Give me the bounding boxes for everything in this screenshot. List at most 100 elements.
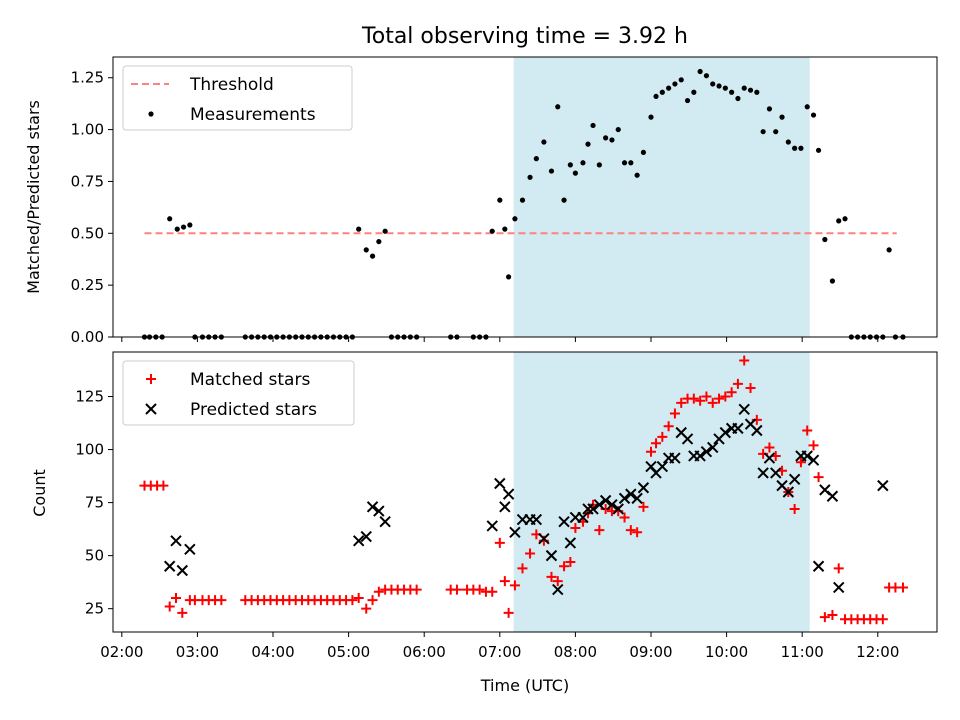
bottom-plus-point-71	[638, 501, 649, 512]
top-dot-point-65	[609, 137, 615, 143]
top-dot-point-55	[548, 168, 555, 174]
bottom-x-point-12	[502, 488, 515, 500]
bottom-y-axis-label: Count	[30, 469, 49, 517]
bottom-plus-point-31	[353, 593, 364, 604]
top-dot-point-101	[836, 218, 842, 224]
top-dot-point-64	[603, 135, 609, 141]
x-tick-label-7: 09:00	[629, 643, 672, 661]
top-dot-point-74	[666, 85, 672, 91]
bottom-plus-point-70	[632, 527, 643, 538]
top-dot-point-52	[527, 174, 533, 180]
bottom-x-point-51	[751, 424, 763, 437]
bottom-legend-box	[122, 360, 355, 426]
top-dot-point-82	[716, 83, 722, 89]
top-y-tick-label-0: 0.00	[71, 328, 104, 346]
bottom-y-tick-label-4: 125	[75, 388, 104, 406]
top-dot-point-89	[760, 129, 766, 135]
bottom-plus-point-95	[789, 503, 800, 514]
top-dot-point-109	[886, 247, 892, 253]
top-dot-point-4	[167, 216, 173, 222]
bottom-x-point-32	[631, 492, 643, 505]
bottom-plus-point-52	[517, 563, 528, 574]
top-dot-point-47	[497, 197, 503, 203]
bottom-plus-point-85	[726, 387, 737, 398]
bottom-plus-point-68	[619, 512, 630, 523]
bottom-plus-point-96	[795, 457, 806, 468]
bottom-plus-point-88	[745, 383, 756, 394]
top-dot-point-54	[541, 139, 547, 145]
top-legend-box	[122, 65, 353, 131]
bottom-x-point-20	[558, 515, 570, 528]
bottom-x-point-38	[669, 452, 681, 464]
top-dot-point-99	[822, 236, 828, 243]
bottom-plus-point-50	[503, 607, 514, 618]
bottom-plus-point-49	[499, 576, 510, 587]
bottom-plus-point-86	[732, 378, 743, 389]
bottom-x-point-56	[782, 486, 795, 498]
top-dot-point-75	[672, 81, 678, 87]
bottom-x-point-64	[833, 581, 845, 594]
top-dot-point-69	[634, 172, 640, 178]
x-axis-label: Time (UTC)	[480, 676, 569, 695]
bottom-plus-point-40	[411, 584, 422, 595]
bottom-x-point-9	[486, 520, 498, 532]
top-dot-point-83	[722, 85, 728, 91]
bottom-x-point-42	[694, 450, 706, 462]
bottom-y-tick-label-0: 25	[85, 600, 104, 618]
bottom-x-point-59	[801, 450, 813, 462]
bottom-x-point-1	[170, 535, 182, 547]
bottom-x-point-23	[577, 511, 589, 524]
bottom-x-point-29	[612, 503, 624, 515]
top-y-tick-label-5: 1.25	[71, 69, 104, 87]
bottom-plus-point-101	[827, 610, 838, 621]
bottom-x-point-3	[184, 543, 196, 555]
bottom-x-point-43	[700, 445, 713, 458]
top-dot-point-86	[741, 85, 747, 91]
bottom-plus-point-73	[651, 438, 662, 449]
top-dot-point-66	[615, 126, 621, 133]
top-dot-point-63	[596, 162, 602, 168]
bottom-plus-point-69	[625, 525, 636, 536]
bottom-plus-point-76	[669, 408, 680, 419]
bottom-plus-point-6	[177, 607, 188, 618]
bottom-x-point-17	[538, 532, 550, 545]
top-dot-point-34	[376, 238, 382, 245]
bottom-plus-point-59	[565, 557, 576, 567]
bottom-plus-point-91	[764, 442, 775, 453]
bottom-plus-point-75	[663, 421, 674, 432]
bottom-x-point-46	[719, 426, 732, 439]
bottom-plus-point-87	[739, 355, 750, 366]
top-observing-window	[513, 57, 810, 337]
bottom-x-point-18	[545, 549, 558, 562]
bottom-plus-point-99	[813, 472, 824, 483]
bottom-x-point-13	[509, 526, 521, 539]
x-tick-label-1: 03:00	[176, 643, 219, 661]
top-dot-point-61	[585, 141, 591, 147]
top-dot-point-79	[697, 68, 703, 75]
bottom-y-tick-label-1: 50	[85, 547, 104, 565]
top-dot-point-100	[829, 278, 836, 284]
bottom-x-point-61	[812, 560, 825, 572]
legend-marker-measurements	[148, 111, 154, 117]
top-legend: Threshold Measurements	[122, 65, 353, 131]
top-dot-point-77	[684, 97, 691, 104]
bottom-plus-point-3	[158, 480, 169, 491]
top-y-tick-label-4: 1.00	[71, 121, 104, 139]
top-dot-point-33	[369, 253, 376, 259]
top-y-axis-label: Matched/Predicted stars	[24, 100, 43, 294]
top-dot-point-90	[766, 106, 773, 112]
bottom-plus-point-102	[833, 563, 844, 574]
bottom-plus-point-83	[714, 393, 725, 404]
bottom-plus-point-60	[570, 523, 581, 534]
bottom-x-point-40	[681, 433, 694, 445]
top-dot-point-71	[648, 114, 654, 120]
top-axes-frame	[112, 56, 938, 338]
top-dot-point-93	[785, 139, 791, 145]
bottom-plus-point-109	[877, 614, 888, 625]
bottom-plus-point-34	[373, 586, 384, 597]
top-dot-point-56	[555, 104, 561, 110]
bottom-plus-point-32	[361, 603, 372, 614]
bottom-plus-point-58	[559, 561, 570, 572]
x-tick-label-8: 10:00	[705, 643, 748, 661]
